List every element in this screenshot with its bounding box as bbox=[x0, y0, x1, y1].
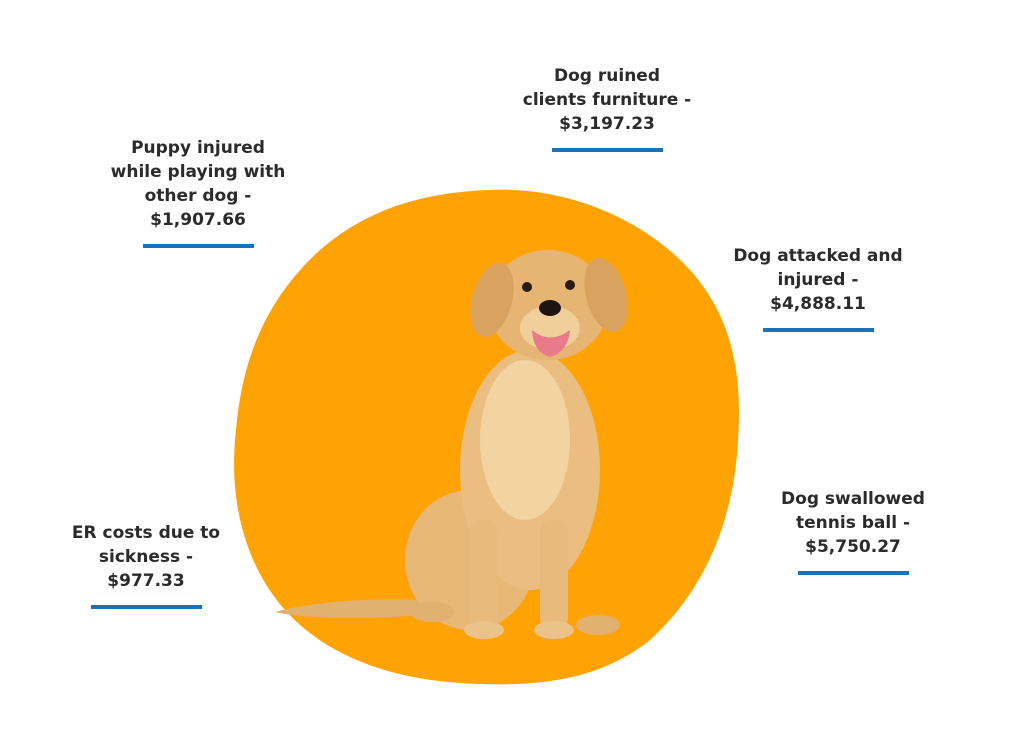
underline bbox=[90, 605, 202, 609]
dog bbox=[275, 250, 628, 639]
underline bbox=[551, 148, 663, 152]
underline bbox=[142, 244, 254, 248]
label-amount: $5,750.27 bbox=[805, 537, 901, 557]
label-amount: $4,888.11 bbox=[770, 294, 866, 314]
label-line: tennis ball - bbox=[796, 513, 910, 533]
label-line: Dog swallowed bbox=[781, 489, 925, 509]
label-line: sickness - bbox=[98, 547, 194, 567]
label-line: other dog - bbox=[144, 186, 252, 206]
label-line: ER costs due to bbox=[71, 523, 221, 543]
label-line: clients furniture - bbox=[522, 90, 692, 110]
underline bbox=[797, 571, 909, 575]
label-line: Dog attacked and bbox=[733, 246, 903, 266]
label-line: Puppy injured bbox=[131, 138, 265, 158]
cost-label: Dog ruined clients furniture - $3,197.23 bbox=[497, 64, 717, 152]
label-amount: $1,907.66 bbox=[150, 210, 246, 230]
label-amount: $977.33 bbox=[107, 571, 185, 591]
cost-label: Dog attacked and injured - $4,888.11 bbox=[708, 244, 928, 332]
cost-label: ER costs due to sickness - $977.33 bbox=[36, 521, 256, 609]
label-line: while playing with bbox=[110, 162, 286, 182]
cost-label: Dog swallowed tennis ball - $5,750.27 bbox=[743, 487, 963, 575]
label-line: injured - bbox=[777, 270, 859, 290]
underline bbox=[762, 328, 874, 332]
cost-label: Puppy injured while playing with other dog… bbox=[88, 136, 308, 248]
label-line: Dog ruined bbox=[554, 66, 660, 86]
label-amount: $3,197.23 bbox=[559, 114, 655, 134]
